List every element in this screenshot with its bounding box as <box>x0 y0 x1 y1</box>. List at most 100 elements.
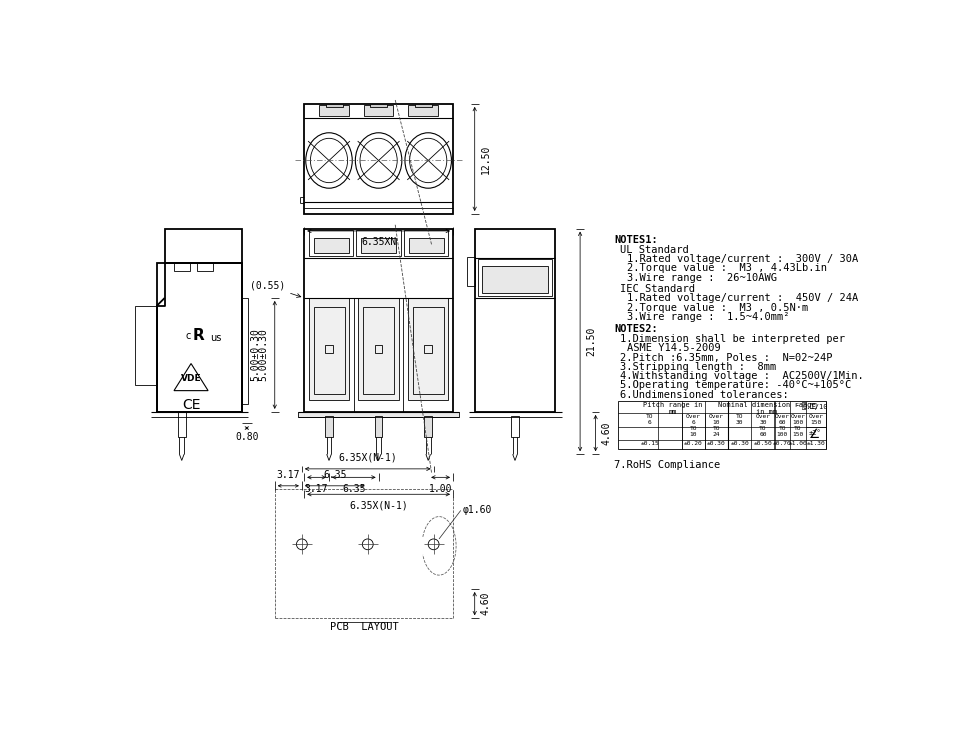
Text: NOTES1:: NOTES1: <box>614 235 658 245</box>
Text: ±0.15: ±0.15 <box>641 441 659 446</box>
Text: 1.00: 1.00 <box>429 483 452 493</box>
Bar <box>408 105 438 116</box>
Bar <box>618 401 826 449</box>
Text: NOTES2:: NOTES2: <box>614 324 658 334</box>
Text: 1.Rated voltage/current :  300V / 30A: 1.Rated voltage/current : 300V / 30A <box>627 254 857 264</box>
Text: 6.35: 6.35 <box>323 469 347 480</box>
Text: 3.Wire range :  1.5~4.0mm²: 3.Wire range : 1.5~4.0mm² <box>627 312 789 322</box>
Text: us: us <box>210 333 221 343</box>
Text: 5.Operating temperature: -40°C~+105°C: 5.Operating temperature: -40°C~+105°C <box>621 380 852 390</box>
Bar <box>375 416 382 437</box>
Text: φ1.60: φ1.60 <box>463 505 491 515</box>
Text: 2.Torque value :  M3 , 0.5N·m: 2.Torque value : M3 , 0.5N·m <box>627 303 808 313</box>
Text: 0.1/10: 0.1/10 <box>802 404 828 410</box>
Text: 3.Wire range :  26~10AWG: 3.Wire range : 26~10AWG <box>627 273 777 282</box>
Bar <box>512 416 519 437</box>
Text: 4.Withstanding voltage :  AC2500V/1Min.: 4.Withstanding voltage : AC2500V/1Min. <box>621 371 864 381</box>
Text: 6.35X(N-1): 6.35X(N-1) <box>350 501 408 510</box>
Text: 2.Pitch :6.35mm, Poles :  N=02~24P: 2.Pitch :6.35mm, Poles : N=02~24P <box>621 352 833 363</box>
Text: 3.Stripping length :  8mm: 3.Stripping length : 8mm <box>621 362 777 372</box>
Text: CE: CE <box>182 398 200 412</box>
Bar <box>408 238 444 253</box>
Text: TO
30: TO 30 <box>736 414 743 425</box>
Text: 21.50: 21.50 <box>586 327 596 356</box>
Bar <box>242 298 248 404</box>
Bar <box>375 345 382 353</box>
Text: TO
6: TO 6 <box>646 414 653 425</box>
Bar <box>305 104 453 214</box>
Text: ±0.70: ±0.70 <box>773 441 791 446</box>
Bar <box>135 306 157 385</box>
Text: - ⌣ □: - ⌣ □ <box>796 401 817 410</box>
Text: ±1.00: ±1.00 <box>788 441 808 446</box>
Text: Over
30
TO
60: Over 30 TO 60 <box>756 414 770 436</box>
Text: 3.17: 3.17 <box>305 483 329 493</box>
Bar <box>408 298 448 401</box>
Bar <box>308 298 349 401</box>
Text: ±0.30: ±0.30 <box>707 441 726 446</box>
Text: 7.RoHS Compliance: 7.RoHS Compliance <box>614 460 720 469</box>
Text: Pitch range in
mm: Pitch range in mm <box>644 402 703 415</box>
Bar <box>370 104 387 107</box>
Bar <box>467 257 475 287</box>
Bar <box>174 263 190 271</box>
Text: VDE: VDE <box>181 374 201 383</box>
Text: 2.Torque value :  M3 , 4.43Lb.in: 2.Torque value : M3 , 4.43Lb.in <box>627 263 827 273</box>
Bar <box>298 412 459 417</box>
Bar <box>478 260 552 296</box>
Bar <box>415 104 432 107</box>
Text: 5.00±0.30: 5.00±0.30 <box>251 328 261 382</box>
Text: Over
100
TO
150: Over 100 TO 150 <box>790 414 806 436</box>
Bar <box>356 230 400 257</box>
Text: 12.50: 12.50 <box>481 144 490 174</box>
Bar <box>364 105 394 116</box>
Bar <box>313 238 349 253</box>
Bar <box>325 416 332 437</box>
Text: 4.60: 4.60 <box>602 421 612 445</box>
Text: ASME Y14.5-2009: ASME Y14.5-2009 <box>627 344 720 353</box>
Text: IEC Standard: IEC Standard <box>621 284 696 294</box>
Text: Over
6
TO
10: Over 6 TO 10 <box>686 414 700 436</box>
Text: c: c <box>186 331 191 341</box>
Text: 5.00±0.30: 5.00±0.30 <box>259 328 268 382</box>
Bar <box>483 265 548 293</box>
Bar <box>361 238 397 253</box>
Text: 6.35X(N-1): 6.35X(N-1) <box>338 452 398 463</box>
Text: Over
150: Over 150 <box>809 414 823 425</box>
Bar <box>178 412 186 437</box>
Text: PCB  LAYOUT: PCB LAYOUT <box>330 623 399 632</box>
Text: Over
10
TO
24: Over 10 TO 24 <box>709 414 724 436</box>
Text: 6.Undimensioned tolerances:: 6.Undimensioned tolerances: <box>621 390 789 400</box>
Bar <box>363 307 394 394</box>
Bar <box>413 307 444 394</box>
Bar <box>475 229 556 412</box>
Bar <box>326 104 343 107</box>
Bar <box>165 229 242 263</box>
Text: ±1.30: ±1.30 <box>807 441 825 446</box>
Text: Over
60
TO
100: Over 60 TO 100 <box>775 414 790 436</box>
Bar <box>404 230 448 257</box>
Bar <box>424 345 432 353</box>
Text: 3.17: 3.17 <box>277 469 300 480</box>
Text: 0.80: 0.80 <box>235 432 259 442</box>
Bar <box>313 307 345 394</box>
Text: ±0.50: ±0.50 <box>754 441 772 446</box>
Text: (0.55): (0.55) <box>250 281 301 298</box>
Text: ±0.30: ±0.30 <box>730 441 749 446</box>
Text: ±0.20: ±0.20 <box>684 441 702 446</box>
Text: 1.Dimension shall be interpreted per: 1.Dimension shall be interpreted per <box>621 334 845 344</box>
Bar <box>197 263 213 271</box>
Text: UL Standard: UL Standard <box>621 245 689 255</box>
Text: 4.60: 4.60 <box>481 592 490 616</box>
Text: Nominal dimension range
in mm: Nominal dimension range in mm <box>718 402 816 415</box>
Bar <box>325 345 332 353</box>
Text: 6.35XN: 6.35XN <box>361 237 397 247</box>
Bar <box>424 416 432 437</box>
Bar <box>305 229 453 412</box>
Bar <box>319 105 349 116</box>
Text: 6.35: 6.35 <box>342 483 366 493</box>
Text: $\mathbf{R}$: $\mathbf{R}$ <box>193 327 206 343</box>
Text: ±2°: ±2° <box>809 431 821 436</box>
Text: 1.Rated voltage/current :  450V / 24A: 1.Rated voltage/current : 450V / 24A <box>627 293 857 303</box>
Bar <box>358 298 399 401</box>
